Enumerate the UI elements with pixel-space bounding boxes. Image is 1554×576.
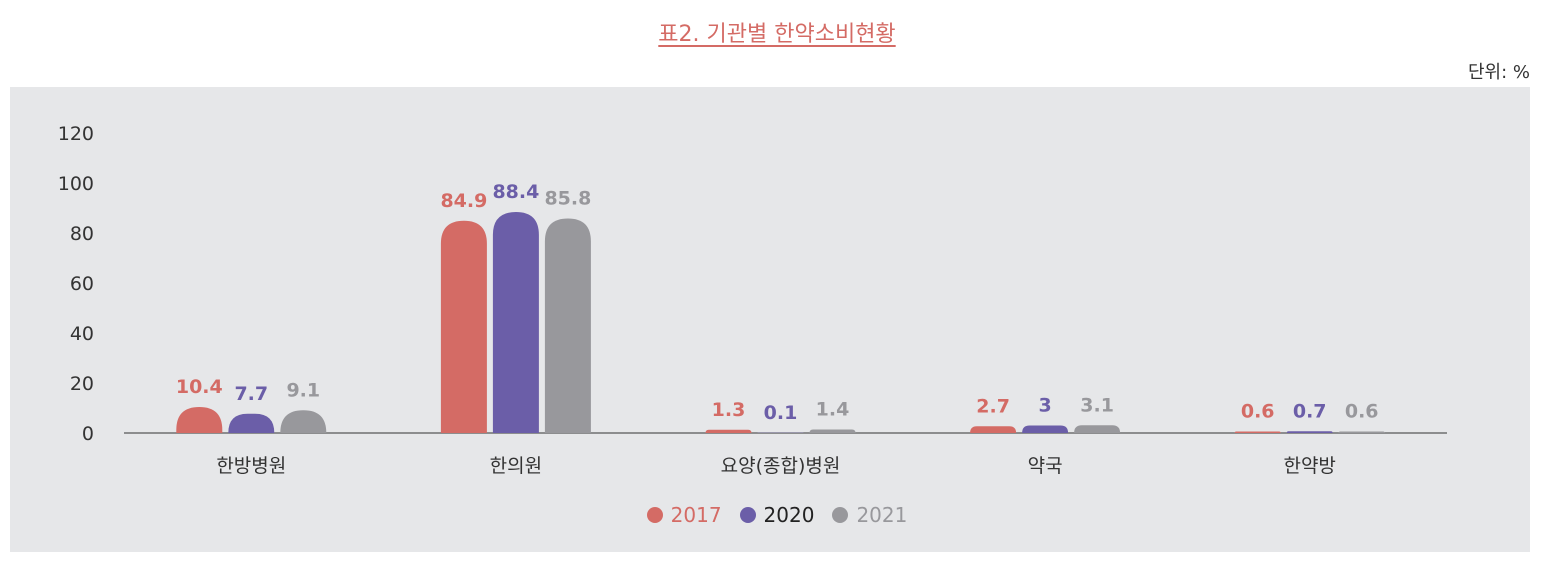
legend-item-2020: 2020 [739, 503, 815, 527]
chart-panel [10, 87, 1530, 552]
data-label: 3.1 [1080, 394, 1114, 416]
y-tick-label: 0 [82, 423, 94, 445]
bar-2020 [1022, 425, 1069, 433]
unit-label: 단위: % [1467, 62, 1530, 83]
data-label: 84.9 [440, 190, 487, 212]
y-tick-label: 40 [70, 323, 94, 345]
x-tick-label: 약국 [1028, 455, 1063, 477]
data-label: 2.7 [976, 395, 1010, 417]
bar-2017 [970, 426, 1017, 433]
legend-item-2021: 2021 [832, 503, 907, 527]
data-label: 0.7 [1293, 400, 1327, 422]
bar-2017 [705, 429, 752, 433]
legend-dot-icon [739, 507, 756, 523]
legend: 2017 2020 2021 [0, 503, 1554, 527]
data-label: 3 [1038, 395, 1051, 417]
y-tick-label: 80 [70, 223, 94, 245]
bar-2020 [1286, 431, 1333, 433]
bar-2017 [176, 407, 223, 433]
bar-2020 [228, 413, 275, 433]
data-label: 0.6 [1241, 401, 1275, 423]
bar-2017 [440, 220, 487, 433]
legend-label: 2021 [856, 503, 908, 527]
x-tick-label: 요양(종합)병원 [721, 455, 841, 477]
legend-dot-icon [646, 507, 663, 523]
x-tick-label: 한약방 [1283, 455, 1335, 477]
bar-2017 [1234, 431, 1281, 433]
bar-2020 [492, 212, 539, 433]
data-label: 0.1 [764, 402, 798, 424]
bar-2021 [1074, 425, 1121, 433]
data-label: 85.8 [544, 188, 591, 210]
x-tick-label: 한의원 [490, 455, 542, 477]
bar-2021 [809, 429, 856, 433]
legend-label: 2017 [670, 503, 722, 527]
x-tick-label: 한방병원 [216, 455, 286, 477]
y-tick-label: 20 [70, 373, 94, 395]
chart-title: 표2. 기관별 한약소비현황 [658, 22, 896, 47]
y-tick-label: 100 [58, 173, 94, 195]
legend-item-2017: 2017 [646, 503, 722, 527]
data-label: 1.4 [816, 399, 850, 421]
legend-dot-icon [832, 507, 849, 523]
bar-2021 [280, 410, 327, 433]
data-label: 88.4 [492, 181, 539, 203]
y-tick-label: 60 [70, 273, 94, 295]
data-label: 9.1 [286, 379, 320, 401]
data-label: 1.3 [712, 399, 746, 421]
data-label: 10.4 [176, 376, 223, 398]
bar-2021 [1338, 431, 1385, 433]
data-label: 7.7 [234, 383, 268, 405]
data-label: 0.6 [1345, 401, 1379, 423]
legend-label: 2020 [763, 503, 815, 527]
bar-2021 [544, 218, 591, 433]
y-tick-label: 120 [58, 123, 94, 145]
